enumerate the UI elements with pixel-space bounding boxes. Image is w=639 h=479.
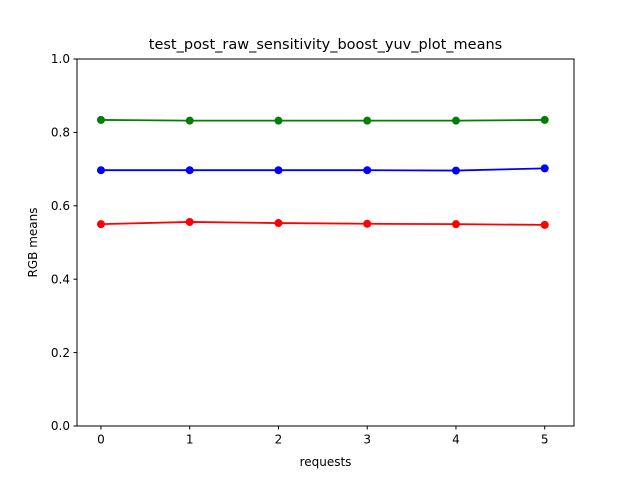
green-means-marker <box>540 115 549 124</box>
blue-means-marker <box>96 166 105 175</box>
green-means-marker <box>363 116 372 125</box>
green-means-marker <box>274 116 283 125</box>
y-axis-label: RGB means <box>26 208 40 278</box>
blue-means-line <box>100 167 545 172</box>
x-axis-label: requests <box>300 455 352 469</box>
y-tick-label: 1.0 <box>51 52 70 66</box>
x-tick-label: 1 <box>186 433 194 447</box>
y-tick-label: 0.0 <box>51 419 70 433</box>
red-means-marker <box>540 220 549 229</box>
green-means-line <box>100 119 545 122</box>
axes-frame <box>76 58 575 427</box>
blue-means-marker <box>185 166 194 175</box>
y-tick-label: 0.2 <box>51 346 70 360</box>
green-means-marker <box>185 116 194 125</box>
x-tick-label: 3 <box>363 433 371 447</box>
y-tick-label: 0.6 <box>51 199 70 213</box>
red-means-marker <box>274 219 283 228</box>
x-tick-label: 5 <box>541 433 549 447</box>
blue-means-marker <box>451 166 460 175</box>
x-tick-label: 0 <box>97 433 105 447</box>
red-means-marker <box>185 217 194 226</box>
y-tick-label: 0.8 <box>51 126 70 140</box>
green-means-marker <box>451 116 460 125</box>
red-means-marker <box>96 220 105 229</box>
green-means-marker <box>96 115 105 124</box>
red-means-marker <box>451 220 460 229</box>
x-tick-label: 4 <box>452 433 460 447</box>
blue-means-marker <box>363 166 372 175</box>
blue-means-marker <box>274 166 283 175</box>
y-tick-label: 0.4 <box>51 272 70 286</box>
x-tick-label: 2 <box>275 433 283 447</box>
chart-title: test_post_raw_sensitivity_boost_yuv_plot… <box>149 37 502 53</box>
red-means-marker <box>363 219 372 228</box>
chart-plot-area: 0.0 0.2 0.4 0.6 0.8 1.0 0 1 2 3 4 5 <box>51 52 575 447</box>
blue-means-marker <box>540 164 549 173</box>
red-means-line <box>100 221 545 226</box>
